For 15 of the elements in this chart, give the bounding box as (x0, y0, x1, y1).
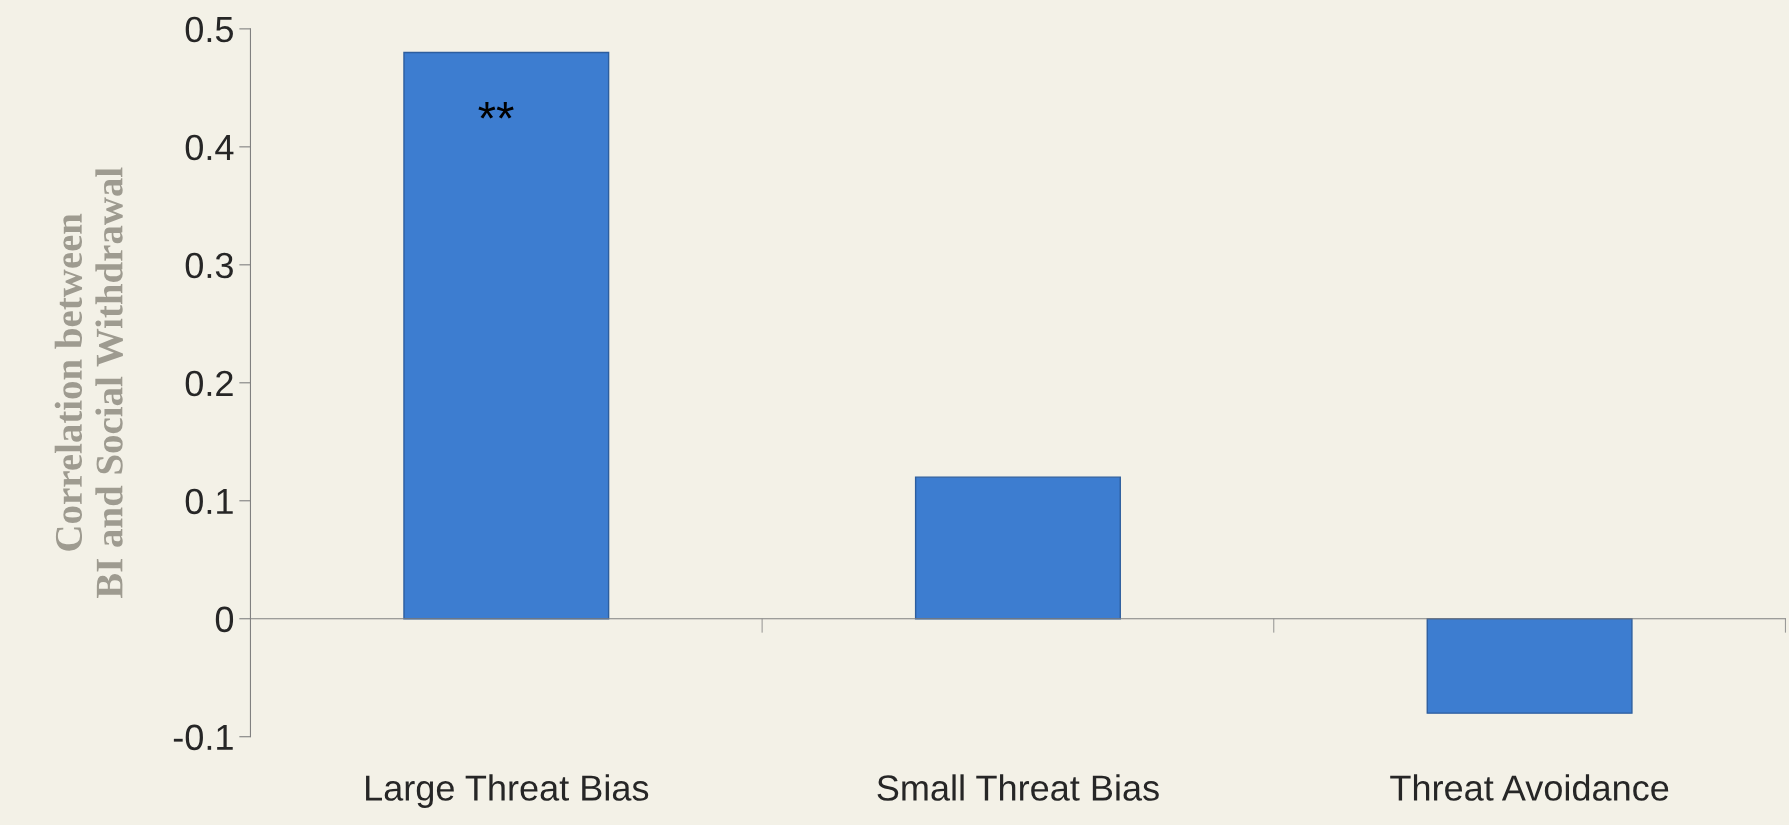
x-tick-label: Large Threat Bias (366, 774, 649, 808)
bar (1426, 618, 1633, 714)
bar (403, 51, 610, 620)
y-tick-label: 0.2 (185, 370, 233, 397)
x-tick-label: Small Threat Bias (877, 774, 1159, 801)
y-tick-label: 0.1 (185, 488, 233, 515)
y-tick-label: 0.3 (185, 252, 233, 279)
x-tick-label: Threat Avoidance (1390, 774, 1669, 801)
y-axis-title: Correlation between BI and Social Withdrawal (54, 167, 123, 599)
y-tick-label: 0 (215, 606, 234, 633)
bar (914, 476, 1121, 620)
y-tick-label: 0.5 (185, 16, 233, 43)
y-tick-label: -0.1 (173, 724, 233, 751)
annotation: ** (478, 102, 514, 119)
y-tick-label: 0.4 (185, 134, 234, 161)
